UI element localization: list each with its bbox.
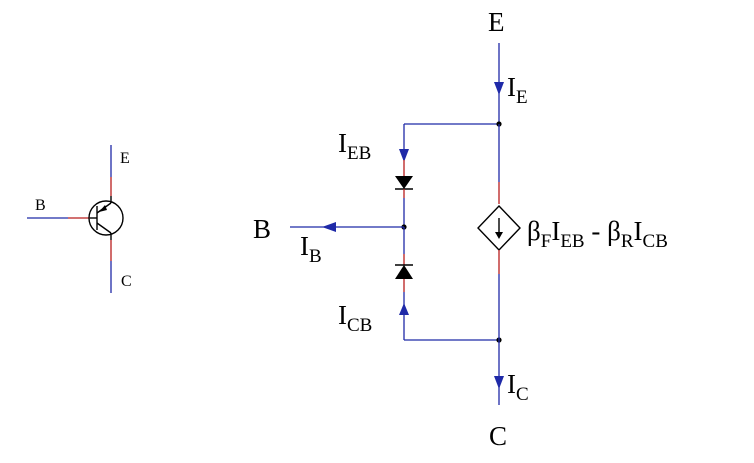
icb-label: ICB bbox=[338, 300, 372, 336]
symbol-base-label: B bbox=[35, 197, 46, 214]
symbol-emitter-label: E bbox=[120, 150, 130, 167]
emitter-arrow-icon bbox=[99, 205, 107, 212]
emitter-terminal-label: E bbox=[488, 7, 505, 37]
ie-label: IE bbox=[507, 72, 528, 108]
transistor-body bbox=[88, 200, 124, 236]
ie-arrow-icon bbox=[494, 82, 504, 95]
collector-branch bbox=[96, 222, 112, 234]
ic-arrow-icon bbox=[494, 376, 504, 389]
collector-terminal-label: C bbox=[489, 421, 507, 451]
ib-label: IB bbox=[300, 231, 322, 267]
ic-label: IC bbox=[507, 369, 529, 405]
transistor-symbol: B E C bbox=[27, 145, 132, 293]
ieb-label: IEB bbox=[338, 128, 371, 164]
icb-arrow-icon bbox=[399, 303, 409, 315]
cb-diode-icon bbox=[395, 265, 413, 279]
source-expression: βFIEB - βRICB bbox=[527, 216, 668, 252]
ib-arrow-icon bbox=[322, 222, 336, 232]
eb-diode-icon bbox=[395, 176, 413, 189]
base-terminal-label: B bbox=[253, 214, 271, 244]
ieb-arrow-icon bbox=[399, 149, 409, 162]
symbol-collector-label: C bbox=[121, 273, 132, 290]
ebers-moll-model: E C B IE IC IB IEB ICB βFIEB - βRICB bbox=[253, 7, 668, 451]
